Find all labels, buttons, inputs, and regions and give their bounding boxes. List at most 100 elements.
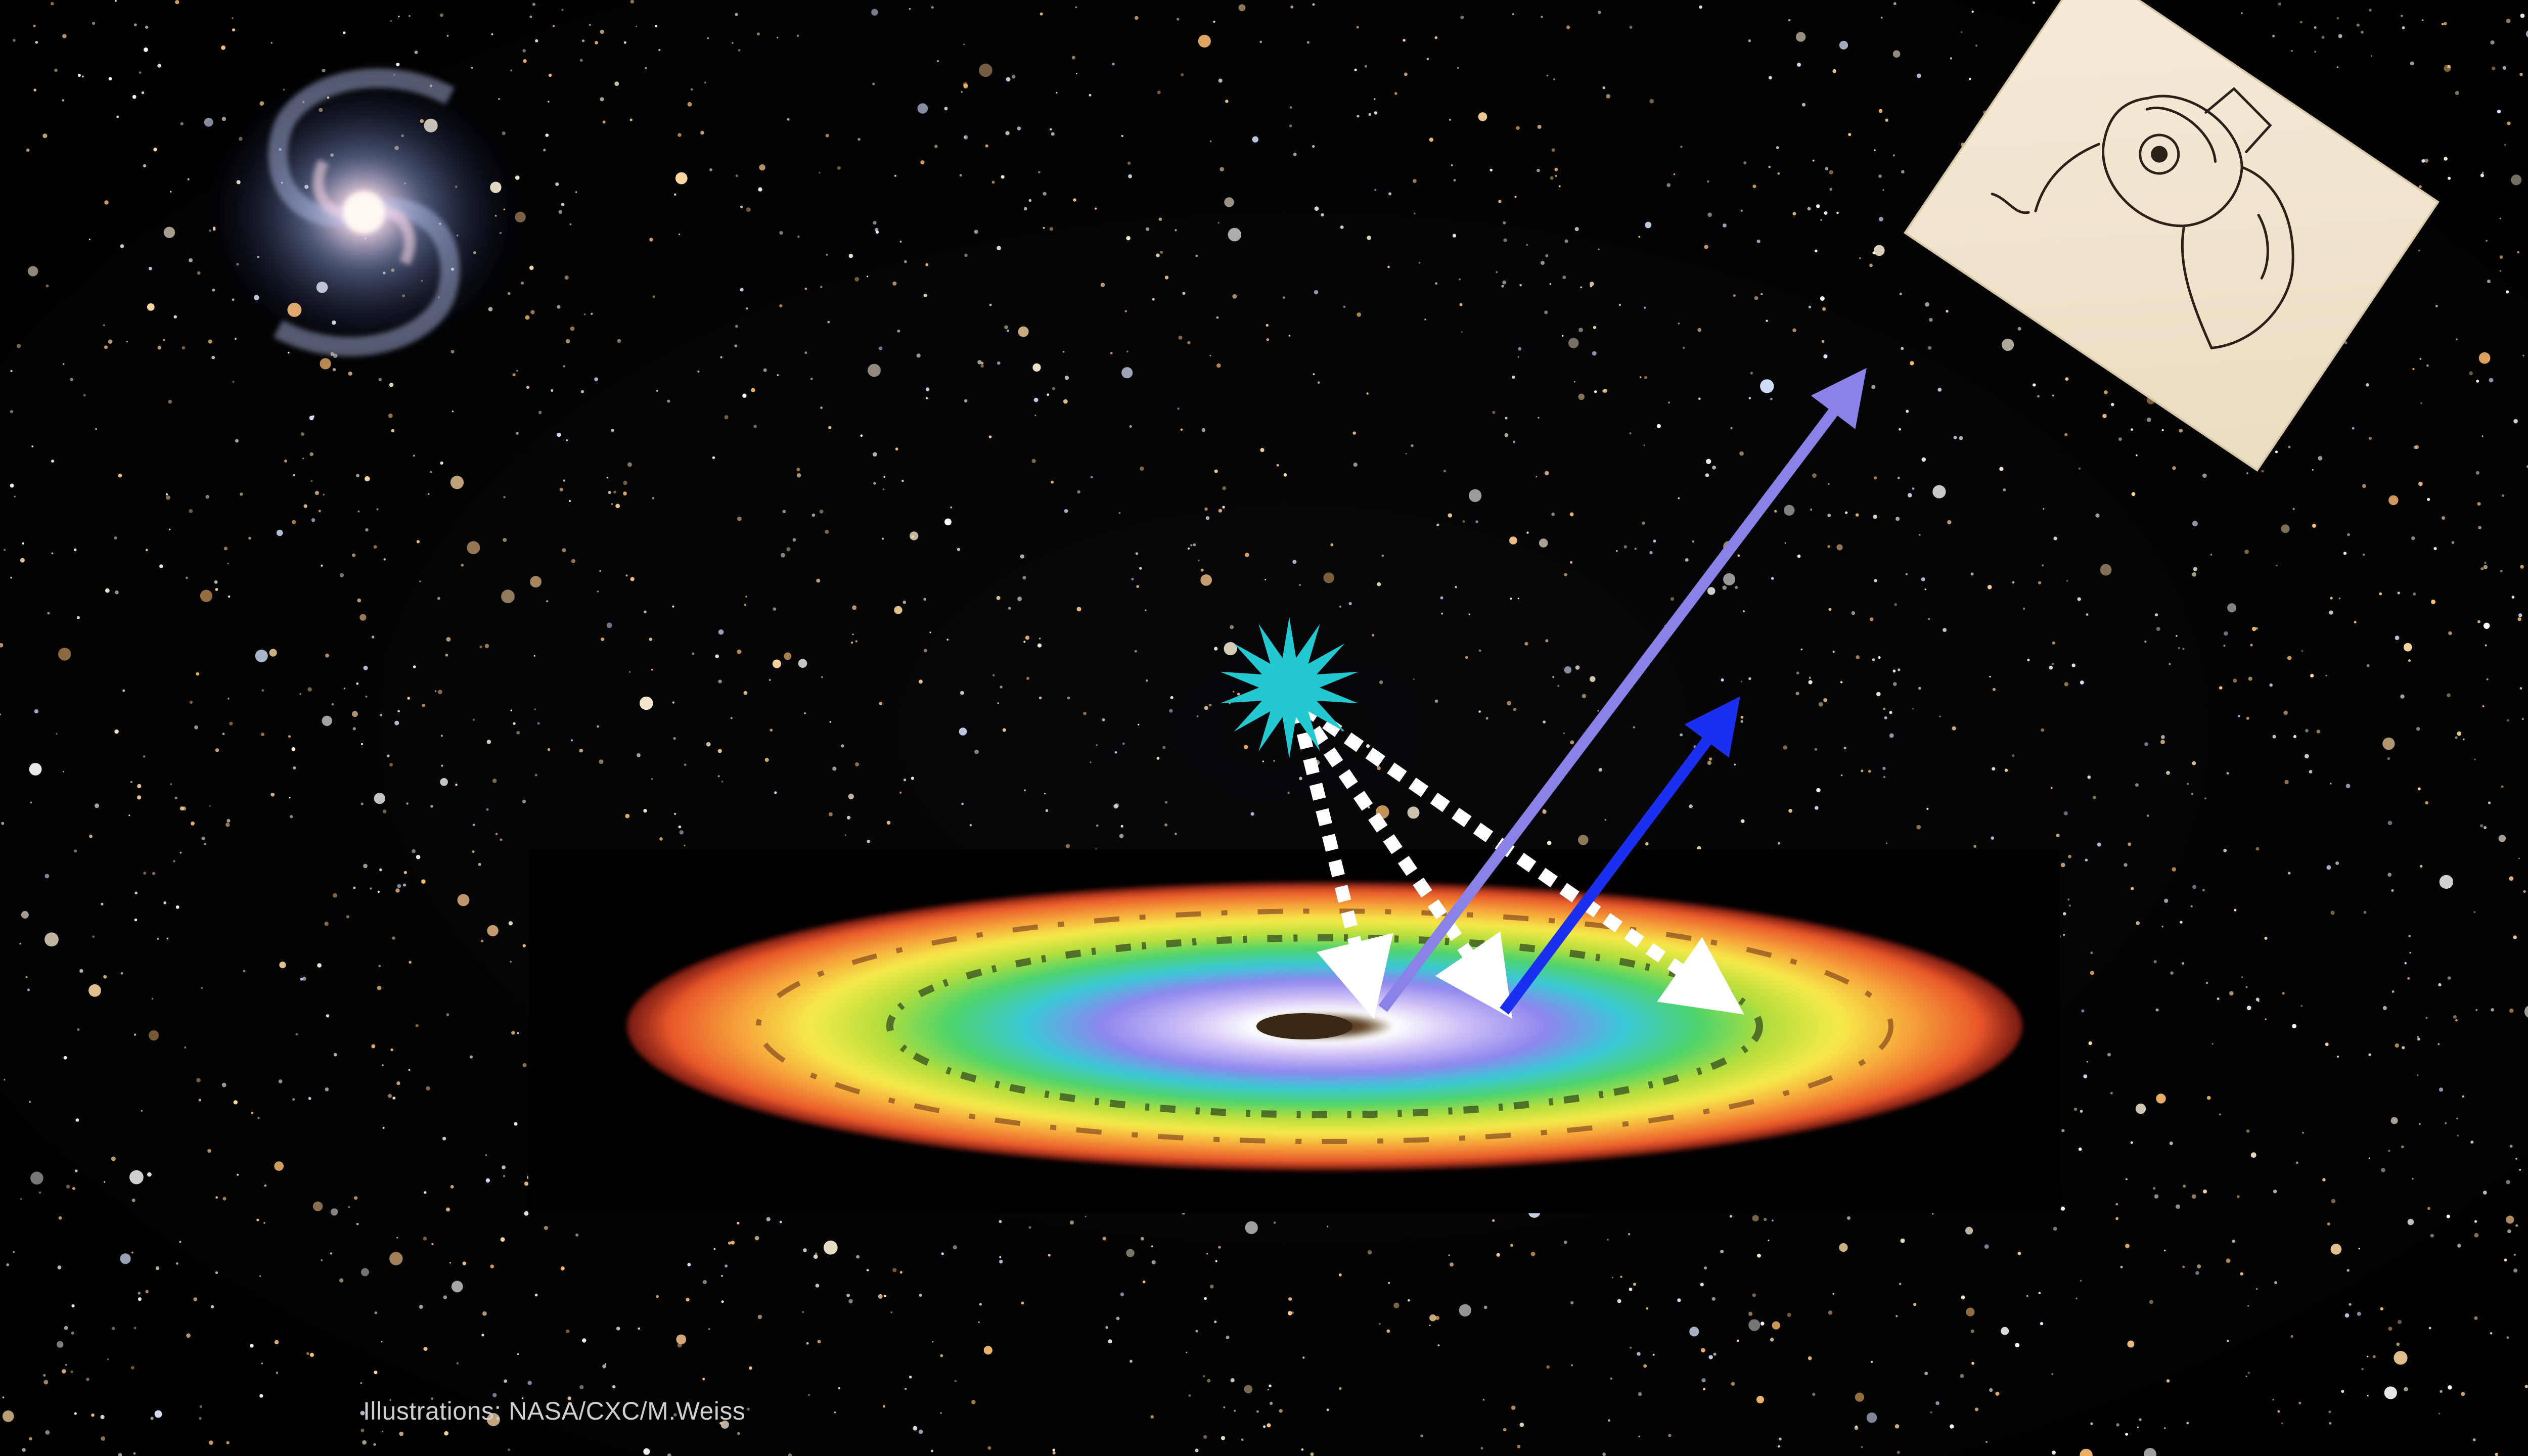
star xyxy=(1218,509,1223,513)
star xyxy=(1198,560,1200,562)
star xyxy=(1367,806,1370,809)
star xyxy=(1114,751,1117,754)
star xyxy=(2300,1005,2303,1007)
star xyxy=(1899,428,1902,431)
star xyxy=(883,488,885,490)
star xyxy=(2154,1194,2159,1199)
star xyxy=(672,701,675,704)
star xyxy=(1752,1215,1759,1222)
star xyxy=(1551,148,1555,152)
star xyxy=(2382,737,2395,750)
star xyxy=(114,729,119,734)
star xyxy=(687,1263,691,1266)
star xyxy=(2043,508,2045,510)
star xyxy=(92,22,96,25)
star xyxy=(779,304,783,308)
star xyxy=(1075,6,1077,9)
star xyxy=(2281,1422,2283,1425)
star xyxy=(2482,705,2485,708)
star xyxy=(623,481,627,485)
star xyxy=(1886,842,1887,844)
star xyxy=(1237,693,1240,696)
star xyxy=(492,779,497,783)
star xyxy=(274,1340,279,1344)
star xyxy=(630,577,635,581)
star xyxy=(1855,1392,1864,1402)
star xyxy=(1195,254,1198,257)
star xyxy=(461,564,464,567)
star xyxy=(2424,158,2428,163)
star xyxy=(1152,298,1155,301)
star xyxy=(1292,560,1297,564)
star xyxy=(828,812,833,816)
star xyxy=(419,1305,423,1309)
star xyxy=(2513,1268,2518,1273)
star xyxy=(2426,364,2429,367)
star xyxy=(30,801,32,804)
star xyxy=(2095,513,2100,518)
star xyxy=(2277,1410,2280,1413)
star xyxy=(2476,380,2479,383)
star xyxy=(2115,1217,2118,1220)
star xyxy=(1771,1219,1774,1222)
star xyxy=(1288,1297,1292,1301)
star xyxy=(1740,680,1743,682)
star xyxy=(407,697,410,700)
star xyxy=(779,1220,782,1223)
star xyxy=(792,538,796,542)
star xyxy=(1730,427,1733,429)
star xyxy=(2352,427,2355,430)
star xyxy=(1705,473,1709,477)
star xyxy=(256,1218,259,1221)
star xyxy=(204,117,213,127)
star xyxy=(613,490,616,494)
star xyxy=(2161,429,2164,432)
star xyxy=(2086,613,2089,616)
star xyxy=(201,987,203,989)
star xyxy=(1343,305,1346,308)
star xyxy=(377,985,382,990)
star xyxy=(1916,825,1921,830)
star xyxy=(126,341,128,343)
star xyxy=(1083,711,1087,715)
star xyxy=(2421,19,2424,21)
star xyxy=(21,911,29,919)
star xyxy=(1055,92,1058,94)
star xyxy=(1899,292,1903,296)
star xyxy=(532,3,535,6)
star xyxy=(1293,152,1297,156)
star xyxy=(1188,548,1190,550)
star xyxy=(180,122,184,125)
star xyxy=(992,674,995,677)
star xyxy=(1489,168,1493,172)
star xyxy=(2457,731,2462,736)
star xyxy=(969,824,972,827)
star xyxy=(2247,1305,2249,1307)
star xyxy=(35,41,38,44)
star xyxy=(1649,551,1653,555)
star xyxy=(740,205,743,208)
star xyxy=(1633,1283,1636,1286)
star xyxy=(2219,686,2223,690)
star xyxy=(834,1412,836,1414)
star xyxy=(1047,393,1050,396)
star xyxy=(2474,1220,2477,1223)
star xyxy=(1518,347,1522,351)
star xyxy=(2074,1108,2078,1111)
star xyxy=(1282,296,1285,299)
star xyxy=(485,1154,487,1156)
star xyxy=(1598,768,1602,772)
star xyxy=(1230,625,1234,629)
star xyxy=(20,558,25,563)
star xyxy=(591,312,593,315)
star xyxy=(522,49,526,53)
star xyxy=(1677,1298,1681,1302)
star xyxy=(2384,1386,2397,1399)
star xyxy=(2388,1149,2390,1152)
star xyxy=(1064,509,1068,513)
star xyxy=(916,353,921,358)
star xyxy=(2335,861,2339,865)
star xyxy=(1720,1250,1724,1254)
star xyxy=(2182,1265,2185,1268)
star xyxy=(2261,470,2264,473)
